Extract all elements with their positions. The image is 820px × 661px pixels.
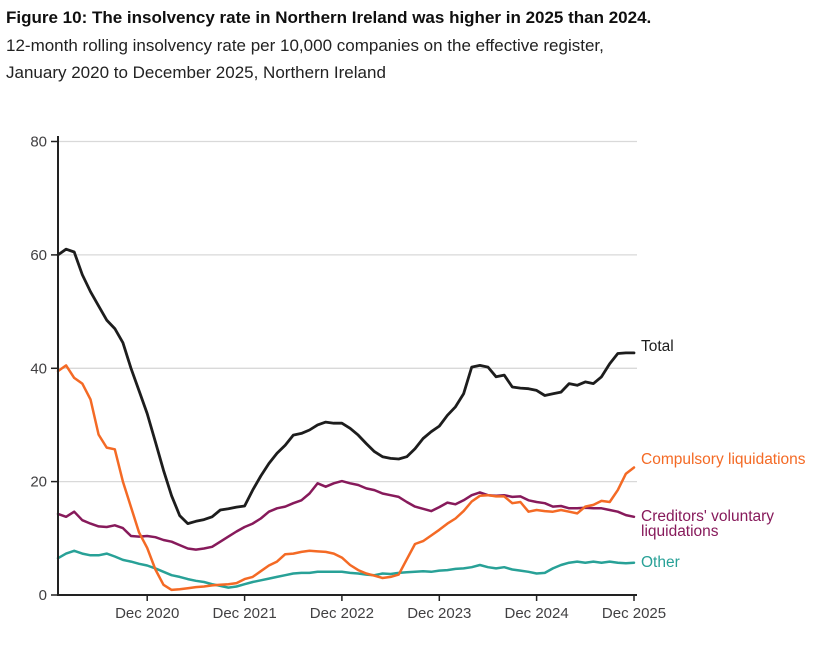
y-tick-label-60: 60 (30, 247, 47, 264)
x-tick-label-0: Dec 2020 (115, 605, 179, 622)
x-tick-label-5: Dec 2025 (602, 605, 666, 622)
y-tick-label-80: 80 (30, 134, 47, 151)
series-line-other (56, 549, 636, 589)
x-tick-label-3: Dec 2023 (407, 605, 471, 622)
y-tick-label-20: 20 (30, 474, 47, 491)
series-label-creditors-voluntary-liquidations-line2: liquidations (641, 523, 719, 540)
figure-header: Figure 10: The insolvency rate in Northe… (6, 6, 812, 86)
subtitle-line-1: 12-month rolling insolvency rate per 10,… (6, 36, 604, 55)
figure-subtitle: 12-month rolling insolvency rate per 10,… (6, 32, 812, 86)
subtitle-line-2: January 2020 to December 2025, Northern … (6, 63, 386, 82)
y-tick-label-0: 0 (39, 587, 47, 604)
figure-title: Figure 10: The insolvency rate in Northe… (6, 8, 652, 27)
series-label-total: Total (641, 338, 674, 355)
series-line-creditors-voluntary-liquidations (56, 479, 636, 551)
series-label-creditors-voluntary-liquidations-line1: Creditors' voluntary (641, 508, 774, 525)
series-label-other: Other (641, 554, 680, 571)
x-tick-label-1: Dec 2021 (212, 605, 276, 622)
series-label-compulsory-liquidations: Compulsory liquidations (641, 451, 806, 468)
y-tick-label-40: 40 (30, 360, 47, 377)
series-line-compulsory-liquidations (56, 364, 636, 592)
series-line-total (56, 247, 636, 525)
x-tick-label-4: Dec 2024 (504, 605, 568, 622)
x-tick-label-2: Dec 2022 (310, 605, 374, 622)
